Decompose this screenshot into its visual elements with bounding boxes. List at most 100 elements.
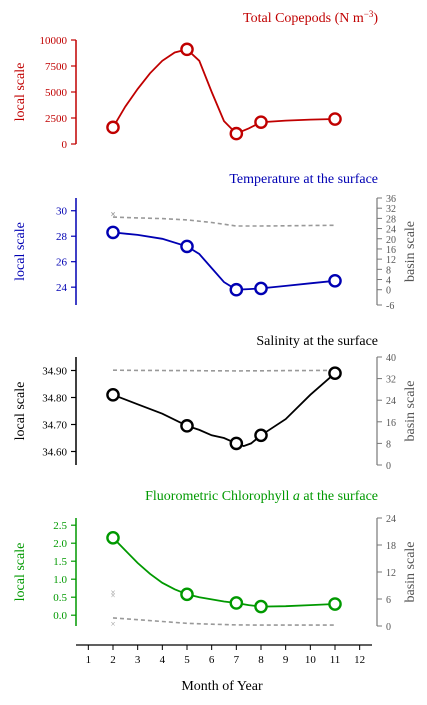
data-point [229,596,244,610]
x-tick-label: 1 [86,654,92,666]
x-tick-label: 7 [234,654,240,666]
x-axis: 1 2 3 4 5 6 7 8 9 10 11 12 [76,644,372,666]
right-tick-label: 32 [386,204,396,215]
chart-panels: Total Copepods (N m−3) 0 2500 5000 7500 10000… [13,9,418,633]
right-tick-label: 40 [386,353,396,364]
x-tick-label: 12 [354,654,365,666]
left-tick-label: 34.80 [42,393,67,405]
right-tick-label: 12 [386,255,396,266]
data-point [229,282,244,297]
right-tick-label: 6 [386,595,391,606]
x-axis-label: Month of Year [181,679,263,694]
right-tick-label: 0 [386,622,391,633]
left-tick-label: 30 [56,206,68,218]
local-series-line [112,537,336,608]
chart-panel-3: Salinity at the surface 34.60 34.70 34.80 34… [13,334,418,472]
chart-panel-2: Temperature at the surface 24 26 28 30 local … [13,172,418,312]
left-tick-label: 10000 [40,35,68,47]
data-point [254,115,268,129]
left-tick-label: 1.5 [53,556,67,568]
left-tick-label: 0 [62,139,68,151]
basin-outlier-point: × [110,587,115,597]
right-tick-label: 0 [386,461,391,472]
basin-outlier-point: × [110,210,115,220]
left-axis-label: local scale [13,63,28,122]
basin-outlier-point: × [110,590,115,600]
data-point [328,597,342,611]
chart-title-superscript: −3 [364,9,374,19]
right-tick-label: 24 [386,514,396,525]
local-series-line [112,231,336,291]
data-point [254,428,268,443]
basin-outlier-point: × [110,209,115,219]
right-tick-label: 16 [386,418,396,429]
left-axis-label: local scale [13,543,28,602]
left-tick-label: 34.60 [42,447,67,459]
left-tick-label: 7500 [45,61,68,73]
right-tick-label: 36 [386,194,396,205]
basin-series-line [112,369,336,372]
data-point [180,239,194,254]
left-axis-label: local scale [13,382,28,441]
right-axis-label: basin scale [403,541,418,602]
x-tick-label: 5 [184,654,190,666]
x-tick-label: 6 [209,654,215,666]
left-axis-label: local scale [13,222,28,281]
left-tick-label: 2500 [45,113,68,125]
chart-title-close: ) [373,11,378,26]
left-tick-label: 1.0 [53,574,67,586]
right-tick-label: 4 [386,276,391,287]
left-tick-label: 0.5 [53,592,67,604]
x-tick-label: 10 [305,654,317,666]
x-tick-label: 11 [330,654,341,666]
chart-title: Total Copepods (N m−3) [243,9,378,26]
chart-panel-1: Total Copepods (N m−3) 0 2500 5000 7500 10000… [13,9,378,151]
data-point [106,531,120,545]
left-tick-label: 2.0 [53,538,67,550]
data-point [106,387,120,402]
left-tick-label: 34.70 [42,420,67,432]
data-point [328,112,342,126]
data-point [180,587,194,602]
x-tick-label: 3 [135,654,141,666]
data-point [254,281,268,296]
right-tick-label: 18 [386,541,396,552]
right-tick-label: 8 [386,265,391,276]
right-axis-label: basin scale [403,221,418,282]
right-tick-label: 12 [386,568,396,579]
chart-title-text: Total Copepods (N m [243,11,364,26]
left-tick-label: 5000 [45,87,68,99]
basin-series-line [112,617,335,626]
local-series-line [112,48,336,135]
left-tick-label: 26 [56,257,68,269]
left-tick-label: 24 [56,282,68,294]
data-point [229,126,244,141]
chart-title-tail: at the surface [300,489,378,504]
data-point [106,225,120,240]
right-tick-label: 0 [386,286,391,297]
right-tick-label: -6 [386,301,394,312]
right-tick-label: 16 [386,245,396,256]
right-tick-label: 24 [386,396,396,407]
data-point [229,436,244,451]
data-point [180,42,194,57]
left-tick-label: 2.5 [53,520,67,532]
right-tick-label: 8 [386,439,391,450]
x-tick-label: 9 [283,654,289,666]
left-tick-label: 28 [56,231,68,243]
data-point [180,419,194,433]
data-point [106,120,120,135]
chart-title: Salinity at the surface [256,334,378,349]
chart-title-text: Fluorometric Chlorophyll [145,489,293,504]
x-tick-label: 2 [110,654,116,666]
right-tick-label: 28 [386,214,396,225]
local-series-line [112,372,336,448]
x-tick-label: 8 [258,654,264,666]
basin-outlier-point: × [110,619,115,629]
basin-series-line [112,216,336,227]
left-tick-label: 34.90 [42,366,67,378]
left-tick-label: 0.0 [53,610,67,622]
data-point [328,273,342,288]
